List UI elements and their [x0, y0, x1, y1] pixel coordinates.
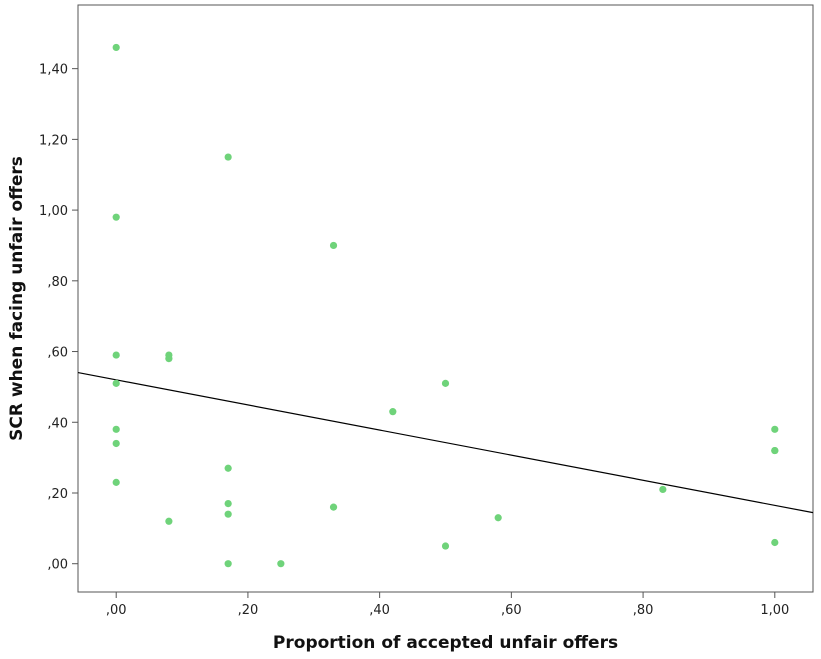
data-point — [389, 408, 397, 416]
y-tick-label: 1,40 — [39, 63, 68, 78]
data-point — [441, 379, 450, 387]
x-axis-title: Proportion of accepted unfair offers — [273, 633, 618, 653]
data-point — [112, 478, 120, 486]
data-point — [659, 485, 667, 494]
y-axis: ,00 ,20 ,40 ,60 ,80 1,00 1,20 1,40 — [39, 63, 78, 573]
data-point — [112, 351, 120, 359]
x-tick-label: ,60 — [501, 603, 522, 618]
data-point — [277, 560, 285, 568]
data-point — [165, 517, 173, 525]
y-axis-title: SCR when facing unfair offers — [7, 156, 27, 441]
fit-line — [77, 371, 814, 514]
data-point — [494, 514, 502, 522]
x-tick-label: ,40 — [369, 603, 390, 618]
x-tick-label: ,80 — [633, 603, 654, 618]
data-point — [329, 241, 338, 250]
data-point — [165, 355, 173, 363]
data-points — [112, 43, 779, 568]
x-tick-label: 1,00 — [760, 603, 789, 618]
data-point — [224, 464, 232, 472]
data-point — [329, 503, 338, 511]
y-tick-label: ,80 — [47, 275, 68, 290]
y-tick-label: ,60 — [47, 346, 68, 361]
data-point — [771, 425, 779, 433]
data-point — [112, 43, 120, 52]
y-tick-label: ,40 — [47, 416, 68, 431]
data-point — [441, 542, 450, 550]
y-tick-label: ,00 — [47, 558, 68, 573]
y-tick-label: 1,20 — [39, 133, 68, 148]
plot-area — [77, 4, 814, 593]
data-point — [224, 560, 232, 568]
data-point — [112, 213, 120, 221]
data-point — [112, 439, 120, 448]
data-point — [771, 538, 779, 547]
x-tick-label: ,20 — [238, 603, 259, 618]
data-point — [224, 510, 232, 518]
y-tick-label: 1,00 — [39, 204, 68, 219]
data-point — [112, 425, 120, 433]
data-point — [224, 153, 232, 161]
x-axis: ,00 ,20 ,40 ,60 ,80 1,00 — [106, 592, 789, 618]
data-point — [771, 446, 779, 455]
fit-line-group — [77, 371, 814, 514]
data-point — [224, 499, 232, 508]
data-point — [112, 379, 120, 387]
y-tick-label: ,20 — [47, 487, 68, 502]
x-tick-label: ,00 — [106, 603, 127, 618]
